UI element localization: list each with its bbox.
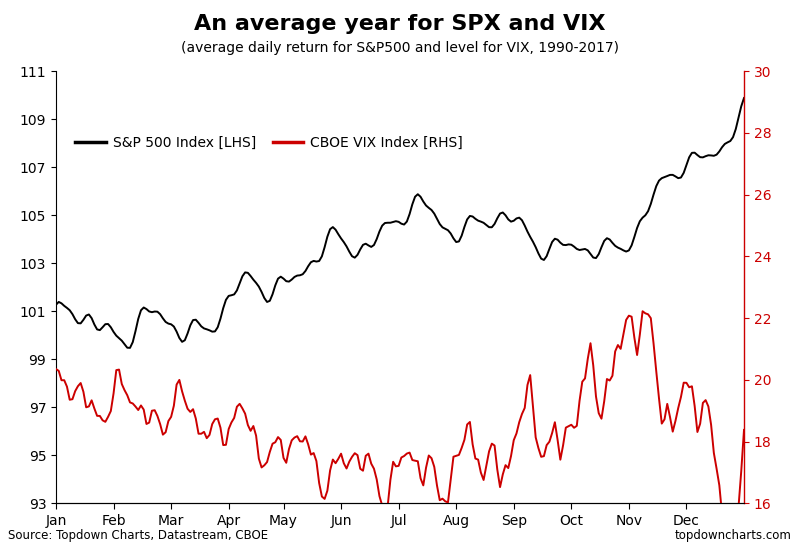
Text: An average year for SPX and VIX: An average year for SPX and VIX [194, 14, 606, 34]
Text: topdowncharts.com: topdowncharts.com [675, 528, 792, 542]
Text: Source: Topdown Charts, Datastream, CBOE: Source: Topdown Charts, Datastream, CBOE [8, 528, 268, 542]
Text: (average daily return for S&P500 and level for VIX, 1990-2017): (average daily return for S&P500 and lev… [181, 41, 619, 55]
Legend: S&P 500 Index [LHS], CBOE VIX Index [RHS]: S&P 500 Index [LHS], CBOE VIX Index [RHS… [70, 130, 469, 155]
